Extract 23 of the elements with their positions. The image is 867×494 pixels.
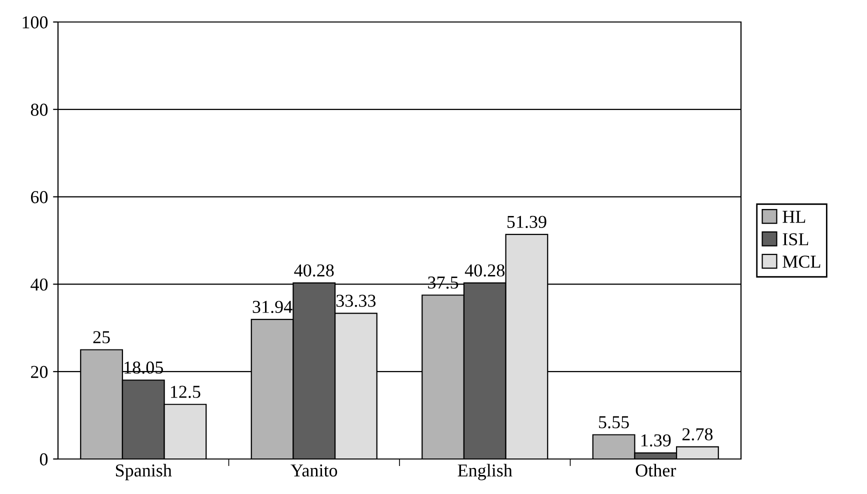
x-tick-label: Spanish — [116, 464, 172, 480]
y-tick-label: 20 — [31, 366, 48, 378]
y-tick-label: 80 — [30, 104, 48, 116]
x-tick-label: Other — [636, 464, 676, 477]
data-label: 1.39 — [641, 434, 671, 447]
data-label: 51.39 — [507, 216, 546, 228]
data-label: 2.78 — [682, 428, 713, 440]
y-tick-label: 0 — [40, 453, 48, 466]
y-tick-label: 60 — [31, 191, 48, 204]
data-label: 31.94 — [252, 300, 292, 314]
legend-label: MCL — [782, 256, 820, 268]
y-tick-label: 40 — [30, 278, 48, 291]
data-label: 33.33 — [336, 294, 376, 307]
x-tick-label: Yanito — [290, 464, 338, 477]
data-label: 12.5 — [171, 386, 200, 398]
data-label: 40.28 — [464, 264, 504, 277]
legend-label: HL — [782, 210, 806, 223]
y-tick-label: 100 — [22, 16, 48, 28]
data-label: 40.28 — [294, 264, 334, 277]
data-label: 5.55 — [599, 416, 629, 428]
x-tick-label: English — [458, 464, 512, 480]
legend-label: ISL — [782, 233, 808, 246]
data-label: 25 — [93, 331, 110, 344]
